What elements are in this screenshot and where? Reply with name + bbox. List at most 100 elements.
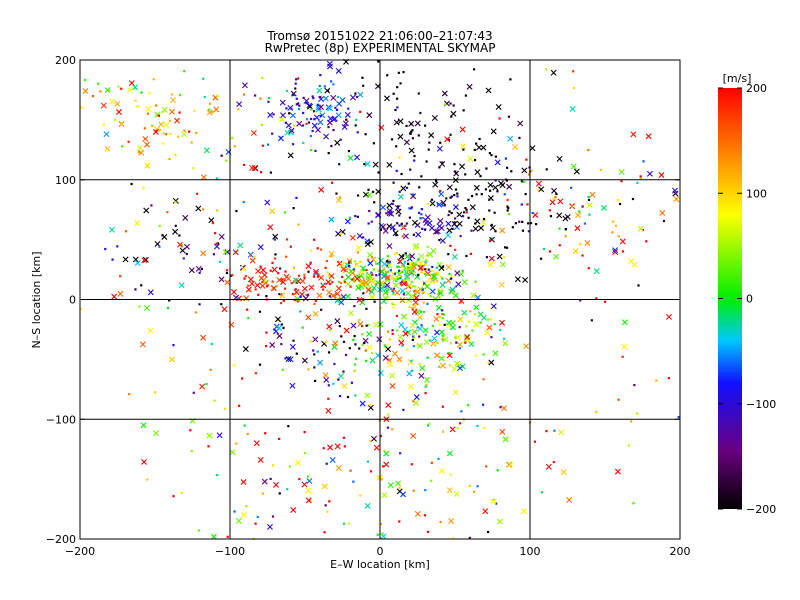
scatter-point-cross xyxy=(285,356,292,363)
scatter-point-cross xyxy=(386,243,393,250)
scatter-point-cross xyxy=(114,100,121,107)
scatter-point-cross xyxy=(366,344,373,351)
scatter-point-dot xyxy=(403,260,407,263)
scatter-point-dot xyxy=(356,215,359,218)
scatter-point-dot xyxy=(468,536,471,540)
scatter-point-dot xyxy=(374,262,378,265)
scatter-point-dot xyxy=(411,285,414,288)
scatter-point-dot xyxy=(344,353,348,357)
scatter-point-cross xyxy=(394,289,401,296)
scatter-point-cross xyxy=(423,339,430,345)
scatter-point-cross xyxy=(436,201,443,208)
y-tick-label: 0 xyxy=(69,294,76,307)
scatter-point-cross xyxy=(473,304,480,311)
scatter-point-cross xyxy=(224,249,231,256)
scatter-point-cross xyxy=(161,106,168,113)
scatter-point-dot xyxy=(436,313,439,316)
scatter-point-dot xyxy=(327,274,331,277)
scatter-point-dot xyxy=(421,227,424,230)
colorbar-tick-label: −100 xyxy=(746,398,776,411)
scatter-point-cross xyxy=(630,131,637,138)
scatter-point-dot xyxy=(180,243,183,247)
scatter-point-cross xyxy=(397,334,404,341)
scatter-point-cross xyxy=(480,144,487,151)
scatter-point-cross xyxy=(395,208,402,215)
scatter-point-dot xyxy=(479,321,482,324)
scatter-point-dot xyxy=(493,322,496,326)
scatter-point-dot xyxy=(398,272,401,275)
scatter-point-dot xyxy=(445,197,448,200)
scatter-point-dot xyxy=(190,141,193,144)
scatter-point-dot xyxy=(398,269,401,272)
scatter-point-cross xyxy=(376,336,383,343)
scatter-point-dot xyxy=(232,364,235,367)
scatter-point-dot xyxy=(178,111,181,114)
x-tick-label: −100 xyxy=(215,545,245,558)
scatter-point-cross xyxy=(457,365,463,372)
scatter-point-dot xyxy=(529,222,533,225)
scatter-point-dot xyxy=(506,205,509,208)
scatter-point-dot xyxy=(379,228,382,231)
scatter-point-cross xyxy=(221,306,228,313)
scatter-point-dot xyxy=(458,347,461,350)
scatter-point-dot xyxy=(540,491,543,494)
scatter-point-cross xyxy=(389,383,396,390)
scatter-point-cross xyxy=(612,249,619,256)
scatter-point-dot xyxy=(399,283,402,286)
scatter-point-cross xyxy=(82,88,89,95)
scatter-point-dot xyxy=(427,292,430,295)
scatter-point-dot xyxy=(277,272,280,275)
scatter-point-dot xyxy=(466,404,470,407)
scatter-point-cross xyxy=(312,310,319,317)
scatter-point-dot xyxy=(475,354,478,357)
scatter-point-dot xyxy=(338,395,342,398)
scatter-point-dot xyxy=(200,267,203,270)
scatter-point-cross xyxy=(521,167,528,174)
scatter-point-dot xyxy=(310,117,313,121)
scatter-point-dot xyxy=(427,268,430,271)
scatter-point-dot xyxy=(292,339,295,342)
scatter-point-cross xyxy=(257,456,264,463)
scatter-point-cross xyxy=(158,121,165,128)
scatter-point-dot xyxy=(427,424,430,427)
scatter-point-dot xyxy=(327,384,330,387)
scatter-point-dot xyxy=(205,382,208,386)
scatter-point-cross xyxy=(293,277,300,284)
scatter-point-cross xyxy=(432,295,439,302)
scatter-point-dot xyxy=(464,173,467,176)
scatter-point-dot xyxy=(237,108,240,111)
scatter-point-dot xyxy=(130,182,133,186)
scatter-point-dot xyxy=(399,282,402,285)
scatter-point-dot xyxy=(438,323,441,326)
scatter-point-dot xyxy=(330,181,334,184)
x-axis-label: E–W location [km] xyxy=(330,558,430,571)
scatter-point-dot xyxy=(410,280,413,283)
scatter-point-dot xyxy=(419,310,423,313)
scatter-point-dot xyxy=(441,430,445,433)
scatter-point-dot xyxy=(303,276,306,279)
scatter-point-cross xyxy=(437,290,444,297)
scatter-point-dot xyxy=(342,340,346,343)
scatter-point-dot xyxy=(96,82,100,85)
scatter-point-dot xyxy=(465,208,468,211)
scatter-point-cross xyxy=(550,69,557,76)
scatter-point-dot xyxy=(464,206,467,210)
scatter-point-dot xyxy=(448,272,451,276)
scatter-point-dot xyxy=(521,220,524,224)
scatter-point-dot xyxy=(507,212,511,216)
scatter-point-cross xyxy=(553,253,560,260)
scatter-point-cross xyxy=(562,215,569,222)
scatter-point-dot xyxy=(345,118,348,121)
scatter-point-dot xyxy=(522,180,525,183)
x-tick-label: 0 xyxy=(377,545,384,558)
scatter-point-dot xyxy=(552,460,555,464)
scatter-point-dot xyxy=(390,138,394,141)
scatter-point-dot xyxy=(595,410,598,413)
scatter-point-cross xyxy=(393,119,400,126)
scatter-point-dot xyxy=(158,224,161,228)
scatter-point-cross xyxy=(441,90,448,97)
scatter-point-cross xyxy=(327,105,334,112)
scatter-point-dot xyxy=(348,264,351,268)
scatter-point-dot xyxy=(636,181,639,184)
scatter-point-dot xyxy=(287,425,290,428)
